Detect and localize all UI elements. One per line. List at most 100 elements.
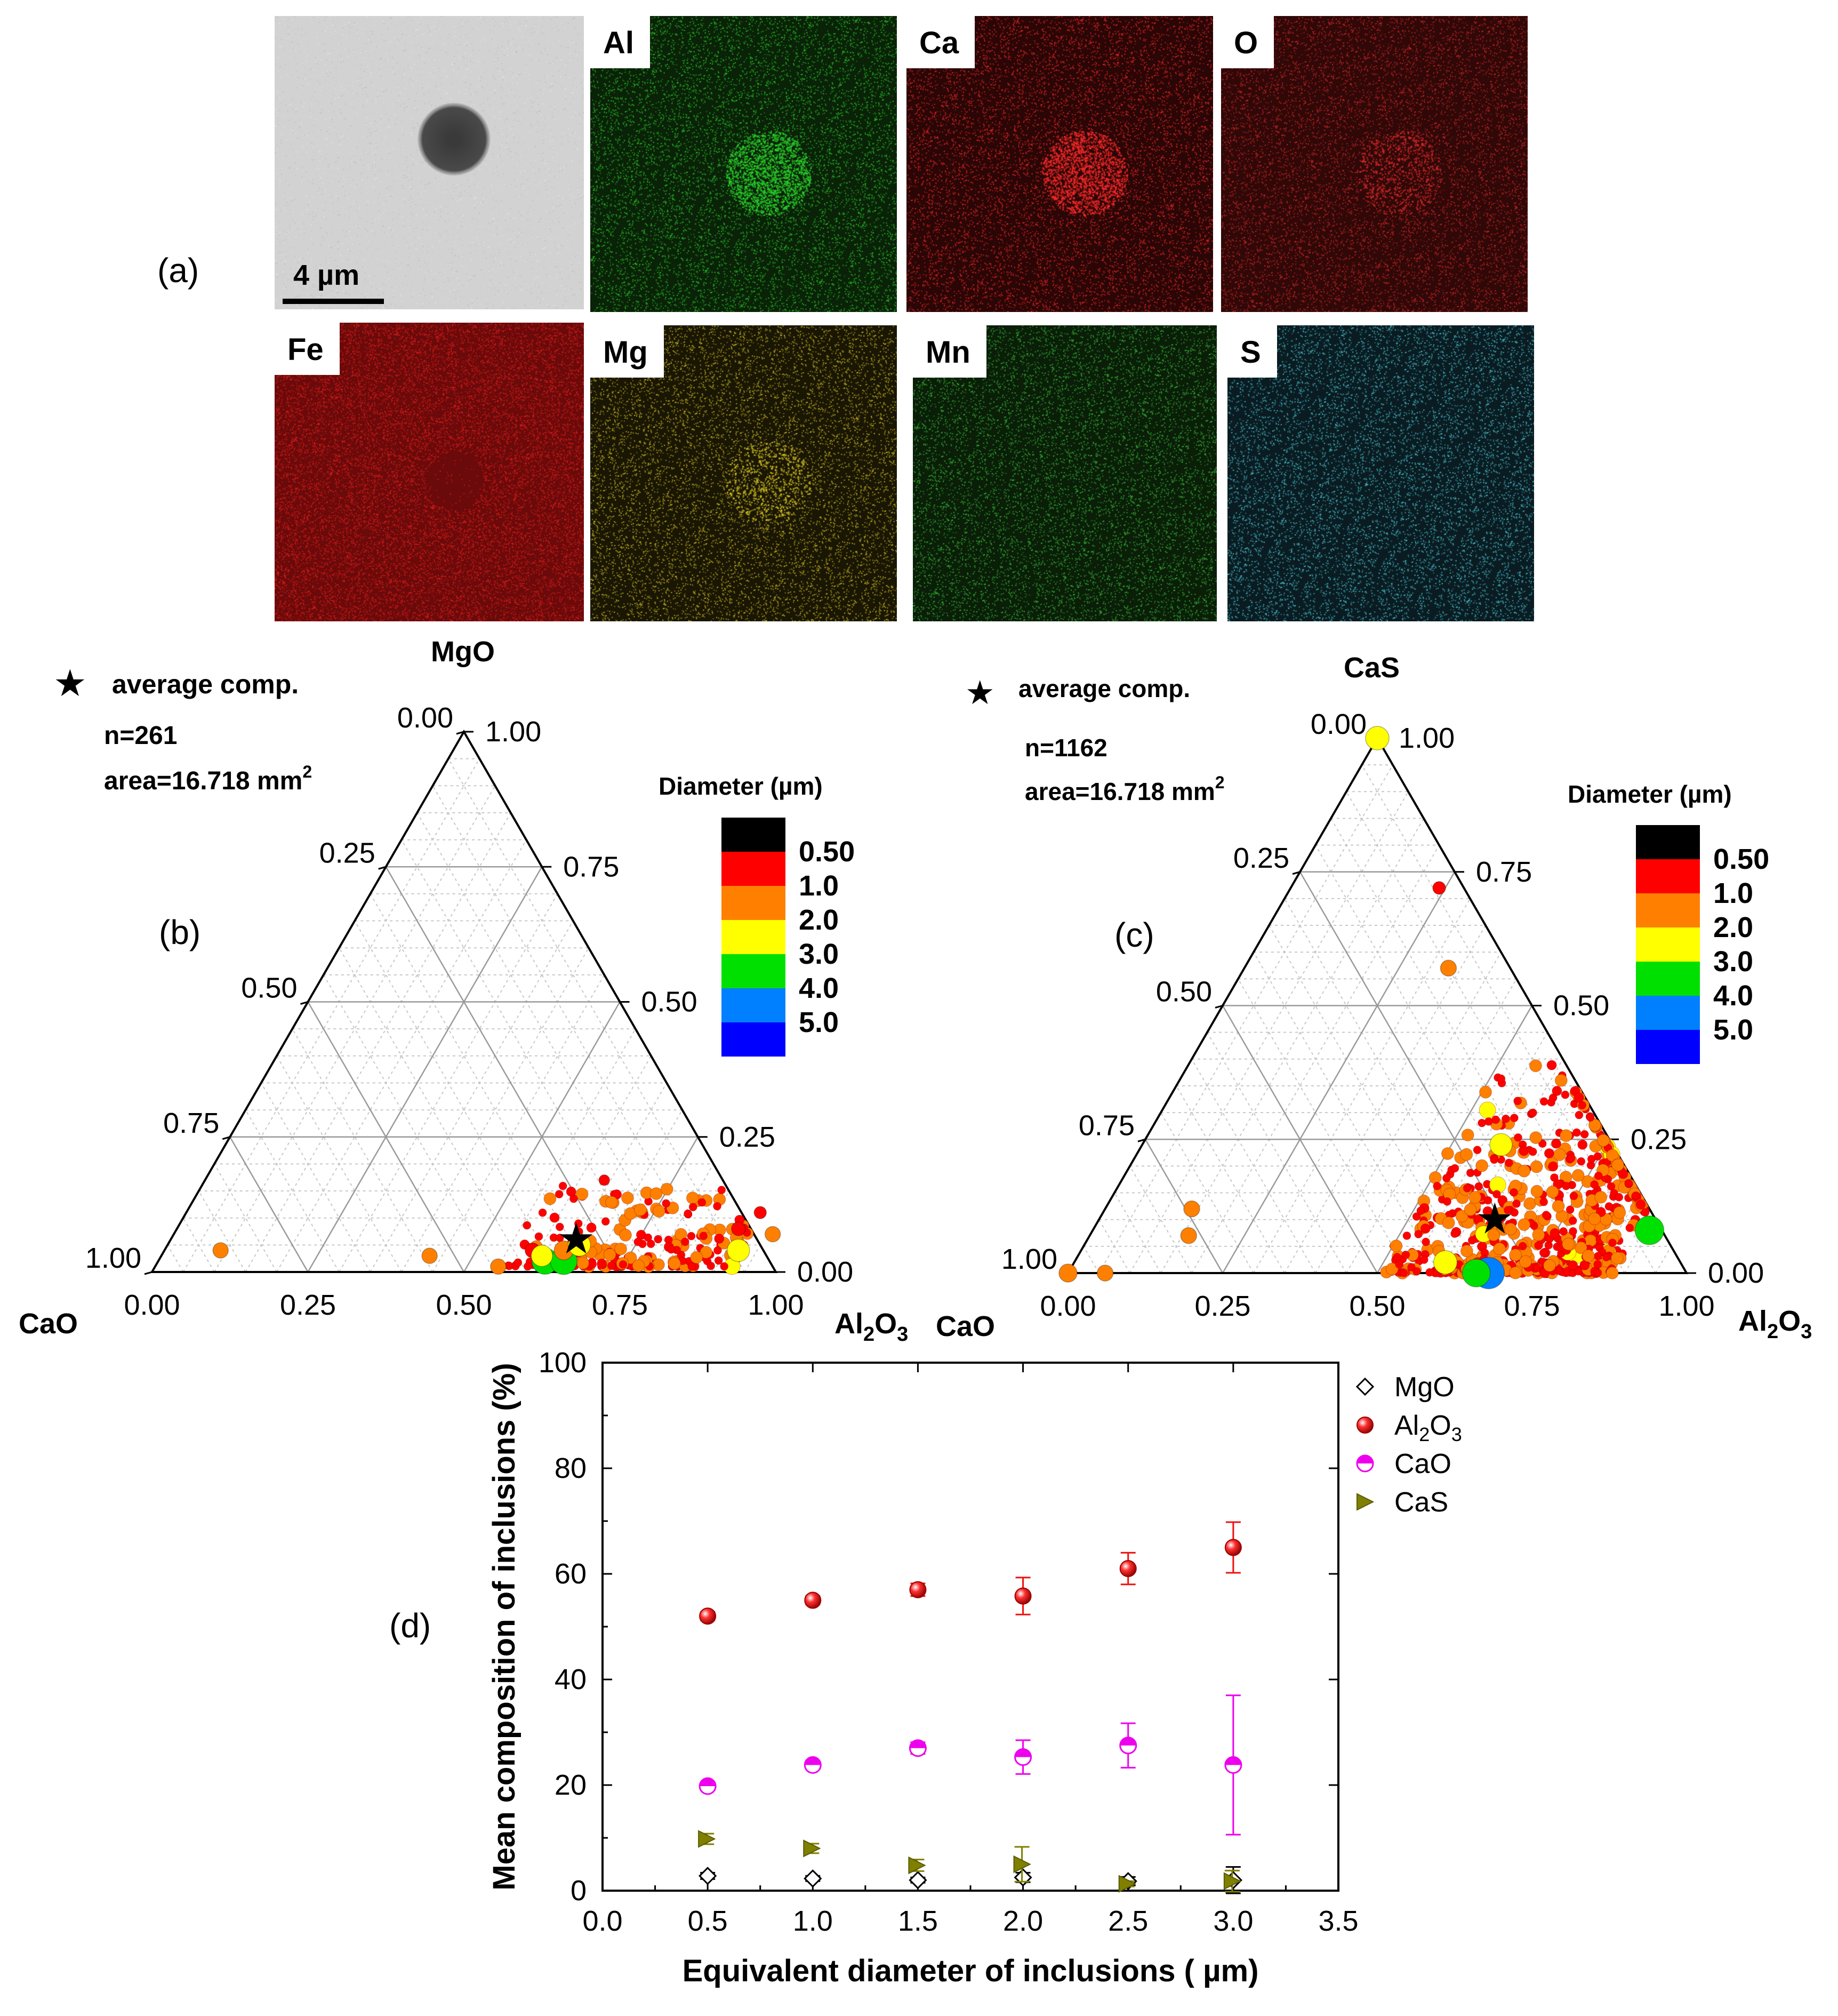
data-point <box>1539 1249 1548 1257</box>
data-point <box>667 1245 676 1254</box>
colorbar-tick-label: 1.0 <box>1713 877 1753 909</box>
micrograph-canvas <box>275 16 584 309</box>
data-point <box>538 1208 547 1217</box>
data-point <box>644 1233 653 1242</box>
left-label-cao: CaO <box>936 1310 995 1342</box>
data-point <box>1552 1199 1565 1213</box>
data-point <box>1443 1197 1451 1206</box>
tick-label-right: 1.00 <box>485 716 541 748</box>
data-point <box>1487 1228 1500 1242</box>
data-point <box>1416 1206 1425 1215</box>
tick-label-right: 0.50 <box>641 986 697 1018</box>
grid-line-minor <box>1083 1246 1099 1274</box>
left-label-cao: CaO <box>19 1308 78 1340</box>
data-point <box>1562 1181 1570 1190</box>
data-point <box>1412 1212 1421 1221</box>
series-cao <box>699 1694 1242 1836</box>
data-point <box>662 1199 671 1208</box>
data-point <box>1425 1268 1434 1277</box>
data-point <box>1473 1146 1482 1155</box>
grid-line-minor <box>167 1244 184 1273</box>
data-point <box>605 1196 618 1209</box>
data-point <box>1593 1260 1602 1269</box>
data-point <box>1538 1139 1547 1148</box>
data-point <box>523 1262 532 1271</box>
data-point <box>1462 1259 1491 1287</box>
grid-line-major <box>1222 1005 1378 1274</box>
tick-label-bottom: 1.00 <box>1658 1290 1714 1322</box>
grid-line-major <box>229 1137 309 1273</box>
grid-line-minor <box>1098 764 1393 1274</box>
data-point <box>1513 1097 1522 1106</box>
data-point <box>1440 959 1457 977</box>
data-point <box>1625 1223 1634 1233</box>
data-point <box>1385 1262 1399 1276</box>
data-point <box>601 1217 610 1226</box>
grid-line-minor <box>526 1055 652 1273</box>
data-point <box>1543 1259 1556 1272</box>
marker-triangle <box>1118 1875 1136 1893</box>
data-point <box>1509 1266 1522 1279</box>
legend-label: CaS <box>1394 1487 1448 1518</box>
data-point <box>713 1202 721 1211</box>
marker-half-fill <box>1015 1749 1031 1757</box>
tick-label-bottom: 0.25 <box>1194 1290 1250 1322</box>
x-tick-label: 0.5 <box>688 1905 728 1937</box>
data-point <box>1634 1215 1665 1245</box>
average-comp-star: ★ <box>1476 1195 1514 1243</box>
colorbar-tick-label: 5.0 <box>799 1006 839 1038</box>
grid-line-minor <box>1346 978 1517 1274</box>
data-point <box>753 1206 767 1219</box>
micrograph: 4 µm <box>275 16 584 309</box>
marker-triangle <box>1223 1872 1242 1890</box>
data-point <box>1433 1181 1442 1190</box>
data-point <box>717 1186 726 1195</box>
data-point <box>513 1258 523 1267</box>
marker-triangle <box>803 1839 821 1858</box>
grid-line-minor <box>1253 951 1440 1274</box>
colorbar-swatch <box>1636 996 1700 1030</box>
data-point <box>1412 1267 1421 1276</box>
data-point <box>1463 1183 1472 1193</box>
data-point <box>632 1259 645 1272</box>
grid-line-major <box>385 866 621 1273</box>
data-point <box>490 1258 507 1275</box>
tick-mark-left <box>456 731 464 735</box>
marker-half-fill <box>805 1757 821 1765</box>
data-point <box>1608 1238 1617 1247</box>
grid-line-minor <box>744 1244 761 1273</box>
data-point <box>597 1258 607 1269</box>
composition-plot: 0.0 0.5 1.0 1.5 2.0 2.5 3.0 3.5 0 20 40 60 80 100 Equi… <box>487 1347 1462 1988</box>
tick-label-right: 0.25 <box>719 1121 775 1153</box>
panel-d-label: (d) <box>389 1606 431 1645</box>
data-point <box>1497 1074 1506 1083</box>
data-point <box>614 1242 627 1255</box>
data-point <box>1577 1157 1586 1166</box>
tick-label-right: 0.75 <box>1476 856 1532 888</box>
colorbar-tick-label: 0.50 <box>1713 843 1769 875</box>
data-point <box>575 1187 589 1201</box>
element-label: Al <box>590 16 650 68</box>
tick-label-right: 0.25 <box>1631 1123 1687 1155</box>
data-point <box>1568 1216 1577 1225</box>
colorbar-tick-label: 4.0 <box>1713 980 1753 1012</box>
panel-c-label: (c) <box>1114 916 1154 954</box>
colorbar-tick-label: 2.0 <box>799 904 839 936</box>
data-point <box>1611 1158 1625 1172</box>
colorbar-swatch <box>721 818 785 852</box>
marker-half-fill <box>700 1778 716 1786</box>
data-point <box>566 1186 576 1197</box>
y-axis-label: Mean composition of inclusions (%) <box>487 1363 521 1890</box>
grid-line-major <box>1222 871 1456 1274</box>
series-cas <box>698 1830 1242 1893</box>
data-point <box>1569 1227 1577 1236</box>
x-tick-label: 2.0 <box>1003 1905 1043 1937</box>
marker-triangle <box>1357 1493 1375 1511</box>
element-label: O <box>1221 16 1274 68</box>
colorbar-tick-label: 2.0 <box>1713 911 1753 943</box>
tick-label-bottom: 0.00 <box>124 1289 180 1321</box>
data-point <box>558 1181 567 1190</box>
data-point <box>1519 1146 1529 1156</box>
area-text: area=16.718 mm2 <box>1025 773 1225 805</box>
tick-label-right: 0.50 <box>1553 990 1609 1022</box>
